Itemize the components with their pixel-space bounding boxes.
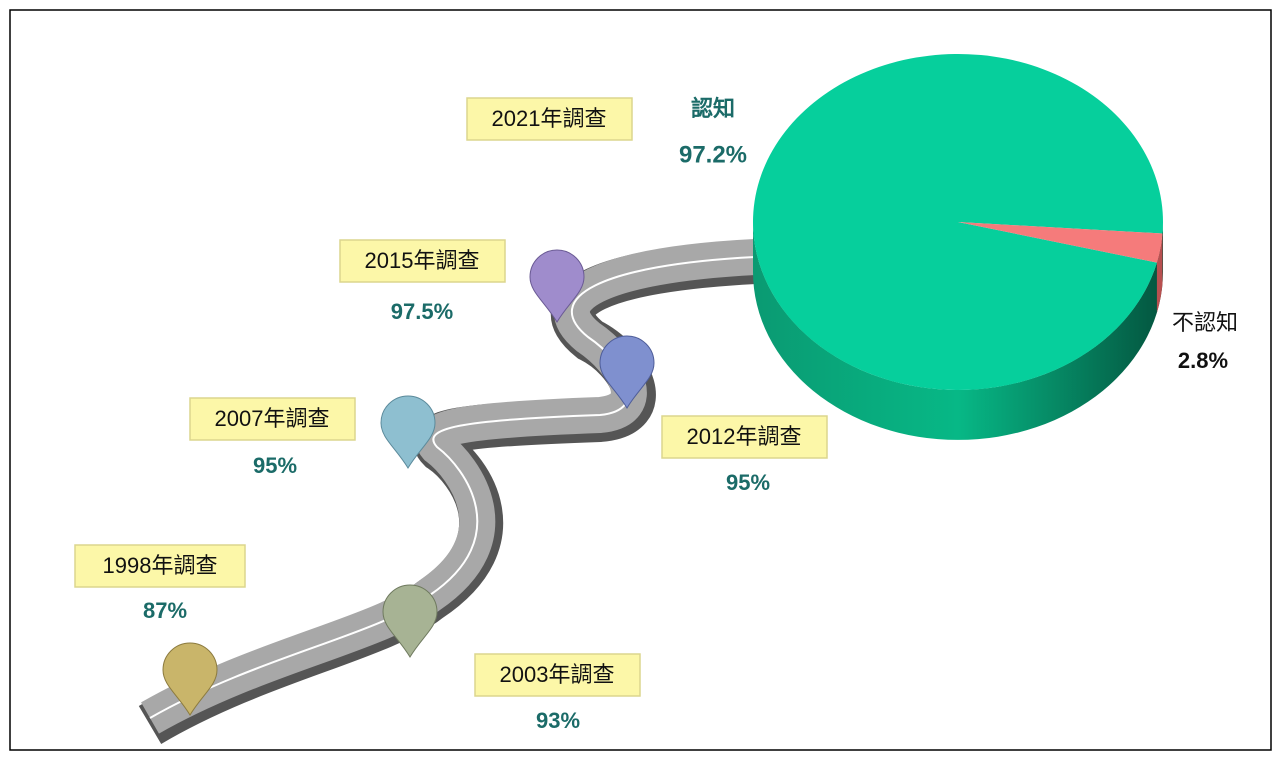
milestone-label: 2012年調查 [687,424,802,449]
milestone-value: 97.5% [391,299,453,324]
milestone-value: 87% [143,598,187,623]
milestone-label: 2021年調查 [492,106,607,131]
pie-value-label: 97.2% [679,141,747,168]
pie-value-label: 2.8% [1178,348,1228,373]
milestone-value: 93% [536,708,580,733]
milestone-value: 95% [253,453,297,478]
infographic: 1998年調查 87% 2003年調查 93% 2007年調查 95% 2012… [0,0,1282,758]
milestone-label: 2015年調查 [365,248,480,273]
pie-slice [753,54,1163,390]
milestone-label: 2007年調查 [215,406,330,431]
milestone-label: 2003年調查 [500,662,615,687]
milestone-label: 1998年調查 [103,553,218,578]
road [150,257,755,725]
pie [753,54,1163,440]
pie-label: 不認知 [1172,310,1238,335]
milestone-value: 95% [726,470,770,495]
pie-label: 認知 [691,96,735,121]
